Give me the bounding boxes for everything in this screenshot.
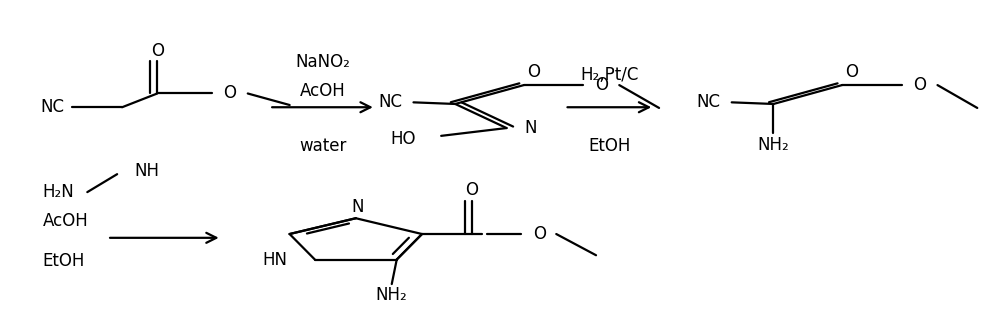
Text: O: O — [527, 63, 540, 81]
Text: HN: HN — [263, 251, 288, 269]
Text: NaNO₂: NaNO₂ — [295, 52, 350, 70]
Text: NC: NC — [697, 93, 721, 111]
Text: H₂N: H₂N — [43, 183, 74, 201]
Text: AcOH: AcOH — [43, 212, 88, 230]
Text: O: O — [913, 76, 926, 94]
Text: N: N — [524, 119, 537, 137]
Text: O: O — [533, 225, 546, 243]
Text: AcOH: AcOH — [300, 82, 345, 100]
Text: EtOH: EtOH — [588, 137, 631, 155]
Text: NC: NC — [41, 98, 64, 116]
Text: H₂,Pt/C: H₂,Pt/C — [580, 66, 639, 84]
Text: HO: HO — [391, 130, 416, 148]
Text: O: O — [465, 181, 478, 199]
Text: water: water — [299, 137, 346, 155]
Text: NH₂: NH₂ — [758, 136, 789, 154]
Text: EtOH: EtOH — [43, 252, 85, 270]
Text: NH: NH — [134, 162, 159, 180]
Text: NC: NC — [379, 93, 403, 111]
Text: O: O — [223, 84, 236, 103]
Text: O: O — [845, 63, 858, 81]
Text: O: O — [151, 42, 164, 60]
Text: O: O — [595, 76, 608, 94]
Text: NH₂: NH₂ — [376, 287, 408, 304]
Text: N: N — [352, 198, 364, 216]
